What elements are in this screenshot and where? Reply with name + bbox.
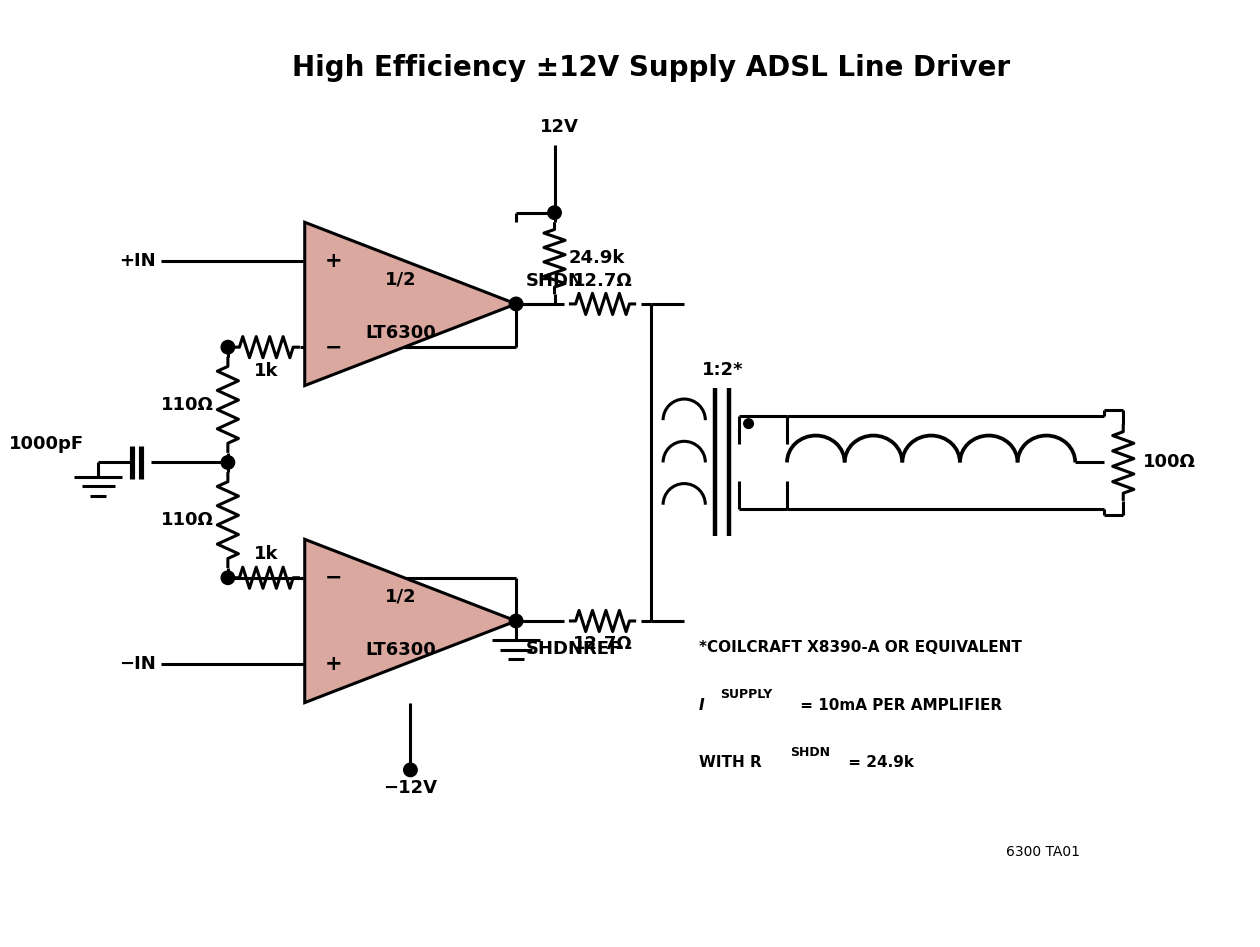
Text: 100Ω: 100Ω [1143, 454, 1196, 472]
Text: 12V: 12V [539, 117, 578, 135]
Circle shape [222, 456, 234, 469]
Text: WITH R: WITH R [698, 756, 761, 771]
Text: +IN: +IN [120, 252, 156, 270]
Circle shape [403, 763, 417, 777]
Text: SHDN: SHDN [790, 746, 830, 759]
Text: −IN: −IN [120, 655, 156, 673]
Text: −: − [325, 568, 343, 588]
Text: SHDNREF: SHDNREF [525, 640, 622, 658]
Text: High Efficiency ±12V Supply ADSL Line Driver: High Efficiency ±12V Supply ADSL Line Dr… [291, 54, 1009, 82]
Text: = 24.9k: = 24.9k [843, 756, 914, 771]
Text: 6300 TA01: 6300 TA01 [1005, 845, 1080, 859]
Text: +: + [325, 654, 343, 674]
Text: = 10mA PER AMPLIFIER: = 10mA PER AMPLIFIER [795, 698, 1002, 713]
Text: LT6300: LT6300 [365, 641, 436, 659]
Circle shape [743, 419, 753, 428]
Text: 1000pF: 1000pF [9, 435, 83, 453]
Circle shape [222, 571, 234, 584]
Text: 1/2: 1/2 [386, 271, 417, 289]
Text: I: I [698, 698, 704, 713]
Text: 110Ω: 110Ω [160, 396, 213, 414]
Text: 24.9k: 24.9k [570, 249, 625, 267]
Text: 12.7Ω: 12.7Ω [573, 272, 633, 290]
Text: SHDN: SHDN [525, 272, 583, 290]
Circle shape [509, 297, 523, 311]
Circle shape [509, 615, 523, 628]
Circle shape [222, 340, 234, 354]
Text: SUPPLY: SUPPLY [719, 688, 772, 701]
Text: LT6300: LT6300 [365, 324, 436, 342]
Circle shape [548, 205, 561, 220]
Text: 110Ω: 110Ω [160, 511, 213, 529]
Polygon shape [305, 223, 517, 385]
Text: 1:2*: 1:2* [702, 361, 743, 379]
Text: −: − [325, 337, 343, 357]
Text: *COILCRAFT X8390-A OR EQUIVALENT: *COILCRAFT X8390-A OR EQUIVALENT [698, 640, 1022, 655]
Text: −12V: −12V [383, 779, 437, 797]
Text: 12.7Ω: 12.7Ω [573, 635, 633, 653]
Text: +: + [325, 251, 343, 271]
Text: 1/2: 1/2 [386, 588, 417, 606]
Text: 1k: 1k [255, 545, 278, 563]
Text: 1k: 1k [255, 362, 278, 380]
Polygon shape [305, 539, 517, 703]
